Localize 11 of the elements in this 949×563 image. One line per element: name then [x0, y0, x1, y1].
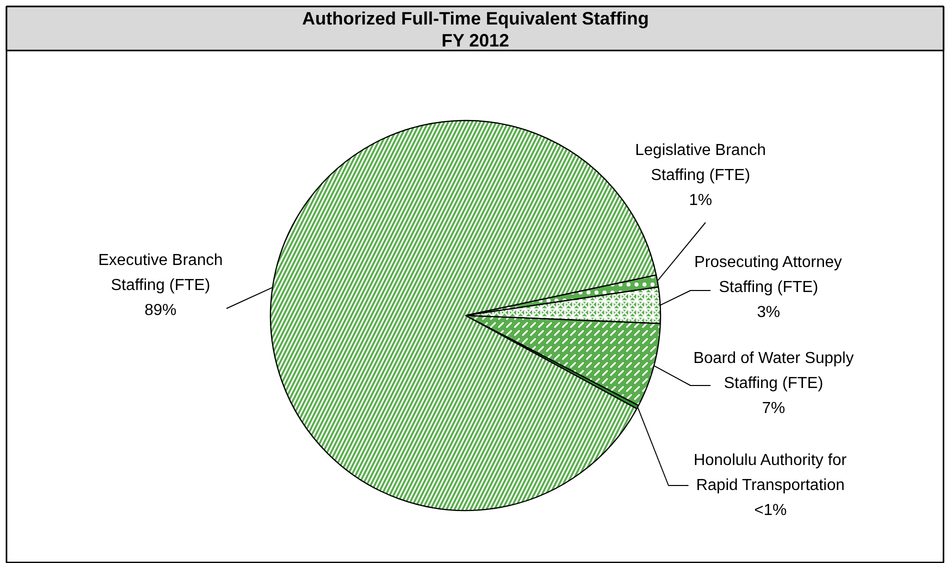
slice-label: Executive Branch Staffing (FTE)	[98, 252, 223, 294]
slice-label: Board of Water Supply Staffing (FTE)	[693, 350, 854, 392]
data-label: <1%	[754, 502, 787, 519]
slice-label: Honolulu Authority for Rapid Transportation	[694, 452, 848, 494]
chart-title: Authorized Full-Time Equivalent Staffing FY 2012	[302, 8, 649, 50]
data-label: 1%	[688, 192, 712, 209]
slice-label: Prosecuting Attorney Staffing (FTE)	[694, 254, 842, 296]
slice-label: Legislative Branch Staffing (FTE)	[635, 142, 766, 184]
data-label: 89%	[144, 302, 177, 319]
data-label: 3%	[756, 304, 780, 321]
data-label: 7%	[762, 400, 786, 417]
